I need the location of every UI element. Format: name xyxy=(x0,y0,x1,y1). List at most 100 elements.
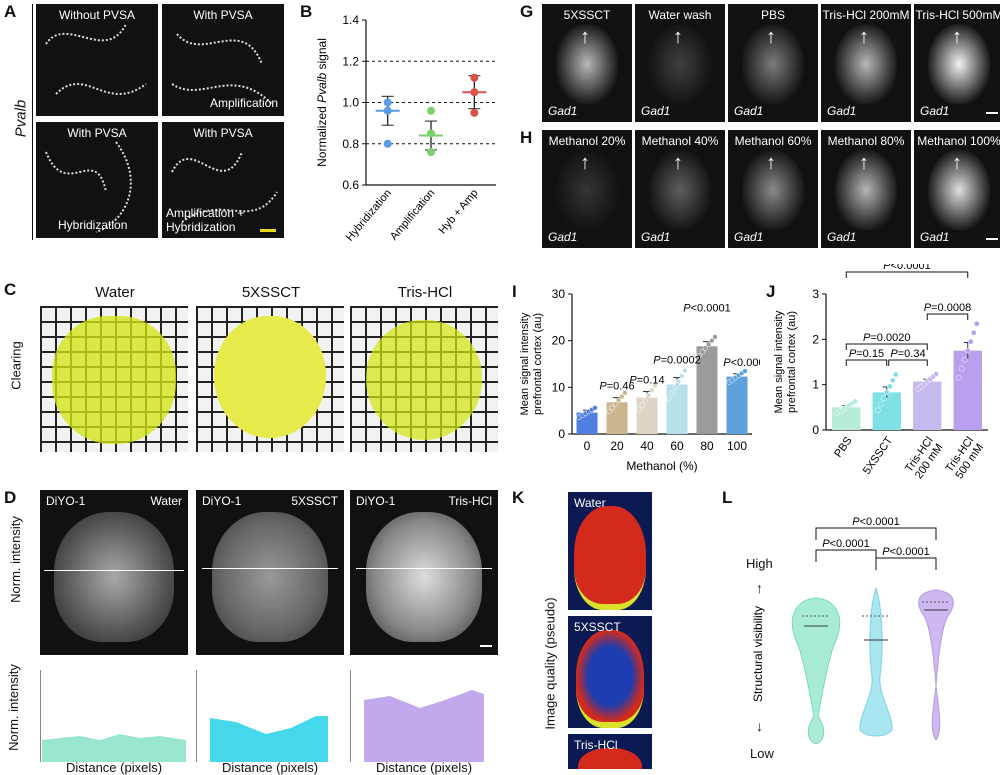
y-axis-label: Normalized Pvalb signal xyxy=(315,38,329,167)
data-point xyxy=(880,395,887,402)
arrow-up-icon: ↑ xyxy=(673,152,683,174)
y-tick-label: 20 xyxy=(552,334,566,348)
bar xyxy=(606,402,628,434)
pvalb-image-3-title: With PVSA xyxy=(67,126,127,140)
significance-bracket xyxy=(875,557,937,570)
tissue-outline xyxy=(45,141,132,233)
data-point xyxy=(645,392,652,398)
data-point xyxy=(967,338,974,345)
p-value-label: P=0.0008 xyxy=(924,302,971,314)
pvalb-image-2: With PVSA Amplification xyxy=(162,4,284,116)
brain-section xyxy=(556,150,618,230)
brain-section xyxy=(835,24,897,104)
data-point xyxy=(852,398,859,405)
h-image-1: ↑ Methanol 20% Gad1 xyxy=(542,130,632,248)
panel-c-title-5xssct: 5XSSCT xyxy=(241,284,301,301)
pvalb-image-4-title: With PVSA xyxy=(193,126,253,140)
visibility-low-label: Low xyxy=(750,746,774,761)
y-tick-label: 1 xyxy=(812,378,819,392)
data-point xyxy=(892,371,899,378)
data-point xyxy=(675,379,682,385)
brain-section xyxy=(742,150,804,230)
panel-label-j: J xyxy=(766,282,776,301)
p-value-label: P<0.0001 xyxy=(852,516,899,528)
profile-line xyxy=(44,570,184,571)
y-tick-label: 2 xyxy=(812,332,819,346)
data-point xyxy=(470,88,479,97)
data-point xyxy=(973,320,980,327)
quality-map-5xssct-title: 5XSSCT xyxy=(574,620,621,634)
data-point xyxy=(470,73,479,82)
data-point xyxy=(889,377,896,384)
x-axis-label: Methanol (%) xyxy=(626,459,697,473)
arrow-up-icon: ↑ xyxy=(673,26,683,48)
data-point xyxy=(622,390,628,396)
data-point xyxy=(427,129,435,138)
x-tick-label: 0 xyxy=(584,439,591,453)
pvalb-image-4-caption: Amplification + Hybridization xyxy=(166,206,245,234)
intensity-histogram-5xssct xyxy=(196,670,328,762)
clearing-photo-trishcl xyxy=(350,306,498,452)
panel-label-d: D xyxy=(4,488,17,507)
h-image-5-title: Methanol 100% xyxy=(917,134,1000,148)
arrow-up-icon: ↑ xyxy=(952,152,962,174)
p-value-label: P<0.0001 xyxy=(882,546,929,558)
data-point xyxy=(606,408,612,415)
panel-label-l: L xyxy=(722,488,733,507)
brain-map xyxy=(578,748,642,769)
panel-b-chart: 0.6 0.8 1.0 1.2 1.4 Normalized Pvalb signal Hy… xyxy=(315,13,496,244)
h-image-1-title: Methanol 20% xyxy=(548,134,626,148)
pvalb-image-4: With PVSA Amplification + Hybridization xyxy=(162,122,284,238)
data-point xyxy=(427,106,435,115)
data-point xyxy=(383,139,392,148)
x-tick-label: 40 xyxy=(640,439,654,453)
significance-bracket xyxy=(888,359,928,366)
brain-section xyxy=(649,150,711,230)
arrow-up-icon: ↑ xyxy=(952,26,962,48)
y-tick-label: 1.4 xyxy=(342,13,359,27)
h-image-2: ↑ Methanol 40% Gad1 xyxy=(635,130,725,248)
g-image-1-gene: Gad1 xyxy=(548,104,578,118)
arrow-up-icon: ↑ xyxy=(580,26,590,48)
quality-map-water: Water xyxy=(568,492,652,610)
arrow-up-icon: ↑ xyxy=(756,580,763,596)
pvalb-image-1: Without PVSA xyxy=(36,4,158,116)
panel-i-chart: 0 10 20 30 Mean signal intensityprefrontal c… xyxy=(519,287,760,473)
scale-bar xyxy=(480,645,492,647)
x-tick-label: Hyb + Amp xyxy=(437,187,481,236)
h-image-4: ↑ Methanol 80% Gad1 xyxy=(821,130,911,248)
diyo-image-trishcl-stain: DiYO-1 xyxy=(356,494,396,508)
significance-bracket xyxy=(845,359,888,366)
data-point xyxy=(712,334,718,340)
g-image-2: ↑ Water wash Gad1 xyxy=(635,4,725,122)
diyo-image-water-stain: DiYO-1 xyxy=(46,494,86,508)
h-image-3-title: Methanol 60% xyxy=(734,134,812,148)
data-point xyxy=(955,374,962,381)
data-point xyxy=(615,397,622,404)
violin-group xyxy=(859,586,893,737)
brain-map xyxy=(576,630,644,728)
panel-label-b: B xyxy=(300,2,313,21)
data-point xyxy=(682,367,688,374)
x-tick-label: 5XSSCT xyxy=(861,435,896,477)
x-tick-label: 100 xyxy=(727,439,747,453)
p-value-label: P=0.0020 xyxy=(863,332,910,344)
data-point xyxy=(679,373,685,379)
y-tick-label: 0 xyxy=(812,423,819,437)
significance-bracket xyxy=(845,271,969,278)
violin xyxy=(918,589,954,741)
g-image-1-title: 5XSSCT xyxy=(563,8,611,22)
bar xyxy=(726,376,748,434)
histogram-ylabel: Norm. intensity xyxy=(5,664,21,751)
data-point xyxy=(970,329,977,336)
x-tick-label: Amplification xyxy=(388,187,437,242)
p-value-label: P<0.0001 xyxy=(883,264,930,272)
p-value-label: P<0.0001 xyxy=(723,357,760,369)
y-tick-label: 3 xyxy=(812,287,819,301)
x-tick-label: Tris-HCl500 mM xyxy=(943,435,986,481)
g-image-2-title: Water wash xyxy=(648,8,712,22)
p-value-label: P=0.0002 xyxy=(653,355,700,367)
pvalb-image-3-caption: Hybridization xyxy=(58,218,128,232)
violin xyxy=(791,597,841,745)
y-tick-label: 0.8 xyxy=(342,137,359,151)
